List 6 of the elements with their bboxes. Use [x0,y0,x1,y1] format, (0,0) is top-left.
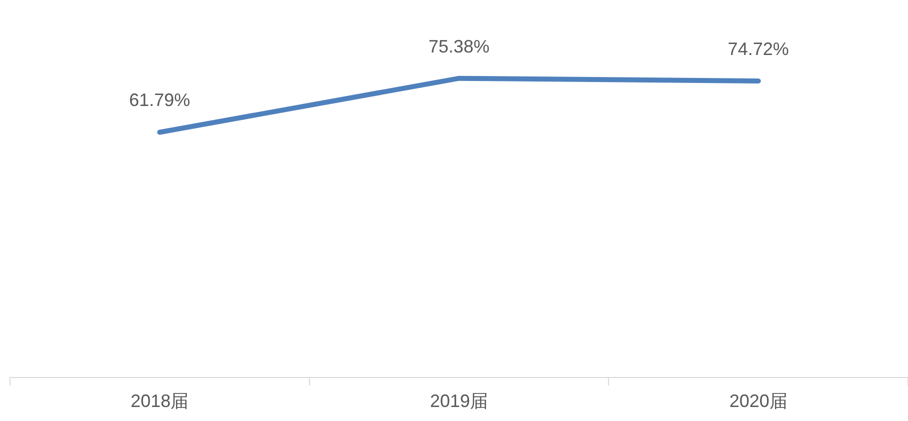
x-tick-label: 2019届 [430,391,488,412]
data-label: 75.38% [428,36,490,56]
x-tick-label: 2020届 [729,391,788,412]
data-label: 61.79% [129,90,190,110]
data-label: 74.72% [728,38,789,59]
x-tick-label: 2018届 [130,391,189,412]
